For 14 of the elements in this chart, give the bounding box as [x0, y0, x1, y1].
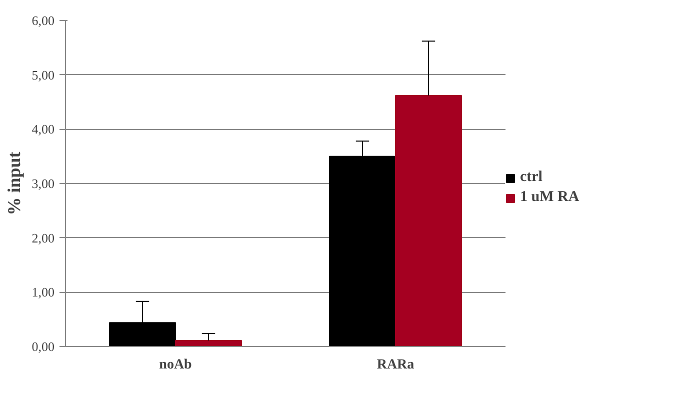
y-tick-label: 1,00 — [32, 284, 54, 300]
legend-label: ctrl — [520, 169, 542, 186]
bar — [175, 340, 242, 346]
x-tick-label: noAb — [159, 358, 192, 372]
y-tick-label: 5,00 — [32, 67, 54, 82]
bar — [395, 94, 462, 346]
y-tick-label: 6,00 — [32, 13, 54, 28]
legend-label: 1 uM RA — [520, 189, 580, 206]
x-tick-label: RARa — [376, 358, 414, 372]
y-tick-label: 4,00 — [32, 122, 54, 137]
y-tick-label: 0,00 — [32, 339, 54, 354]
y-axis-title: % input — [4, 152, 24, 216]
y-tick-label: 2,00 — [32, 230, 54, 246]
y-tick-label: 3,00 — [32, 176, 54, 191]
